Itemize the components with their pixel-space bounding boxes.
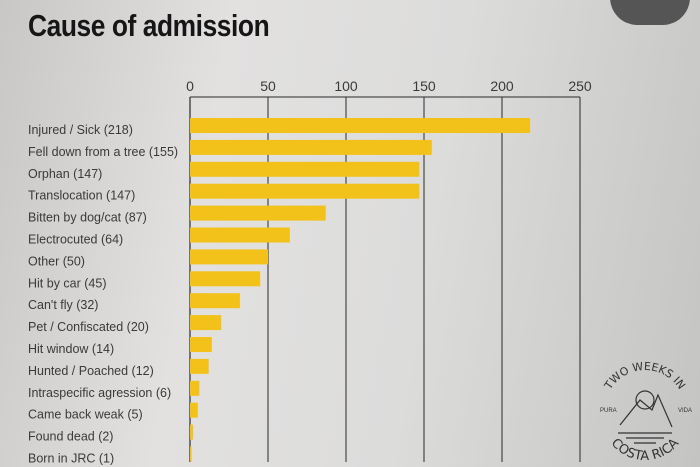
bar — [190, 293, 240, 309]
x-tick-label: 100 — [334, 78, 358, 94]
bar — [190, 271, 261, 287]
x-tick-label: 150 — [412, 78, 436, 94]
bar — [190, 118, 531, 133]
bar — [190, 183, 420, 199]
bar — [190, 161, 420, 177]
category-label: Came back weak (5) — [28, 408, 143, 422]
x-tick-label: 200 — [490, 78, 514, 94]
watermark-right: VIDA — [678, 408, 692, 414]
category-label: Intraspecific agression (6) — [28, 386, 171, 400]
svg-text:COSTA RICA: COSTA RICA — [608, 436, 682, 464]
x-tick-label: 50 — [260, 78, 276, 94]
bar — [190, 139, 432, 155]
category-label: Found dead (2) — [28, 430, 113, 444]
category-label: Born in JRC (1) — [28, 452, 114, 466]
watermark-left: PURA — [600, 408, 617, 414]
bar — [190, 380, 200, 396]
category-label: Bitten by dog/cat (87) — [28, 211, 147, 225]
x-tick-label: 250 — [568, 78, 592, 94]
watermark-top: TWO WEEKS IN — [601, 360, 688, 393]
category-label: Can't fly (32) — [28, 298, 98, 312]
svg-text:TWO WEEKS IN: TWO WEEKS IN — [601, 360, 688, 393]
bar — [190, 249, 268, 265]
category-label: Hit by car (45) — [28, 276, 107, 290]
watermark-bottom: COSTA RICA — [608, 436, 682, 464]
bar — [190, 227, 290, 243]
category-label: Hunted / Poached (12) — [28, 364, 154, 378]
watermark-logo: TWO WEEKS IN COSTA RICA PURA VIDA — [600, 360, 692, 464]
category-label: Other (50) — [28, 254, 85, 268]
category-label: Pet / Confiscated (20) — [28, 320, 149, 334]
bar — [190, 205, 326, 221]
bar — [190, 358, 209, 374]
category-label: Electrocuted (64) — [28, 233, 123, 247]
category-label: Orphan (147) — [28, 167, 102, 181]
x-tick-label: 0 — [186, 78, 194, 94]
category-label: Fell down from a tree (155) — [28, 145, 178, 159]
bar — [190, 402, 198, 418]
category-label: Hit window (14) — [28, 342, 114, 356]
bar — [190, 446, 192, 462]
chart-title: Cause of admission — [28, 8, 270, 43]
bar — [190, 424, 194, 440]
category-label: Injured / Sick (218) — [28, 123, 133, 137]
corner-logo — [610, 0, 690, 25]
category-label: Translocation (147) — [28, 189, 135, 203]
bar — [190, 337, 212, 352]
bar — [190, 315, 222, 331]
